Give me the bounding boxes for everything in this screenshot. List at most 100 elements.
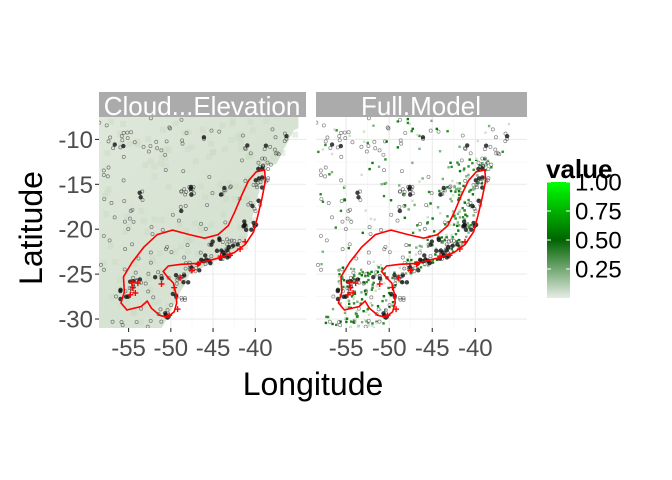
occurrence-point: [398, 189, 403, 194]
occurrence-point: [464, 143, 470, 148]
surface-cell: [362, 130, 366, 133]
surface-cell: [416, 224, 419, 227]
surface-cell: [353, 290, 357, 294]
x-tick-label: -40: [238, 335, 273, 362]
surface-cell: [394, 277, 397, 280]
occurrence-point: [111, 146, 116, 151]
surface-cell: [343, 198, 346, 201]
surface-cell: [324, 321, 328, 325]
legend-title: value: [546, 154, 613, 184]
surface-cell: [411, 199, 414, 203]
occurrence-point: [189, 192, 194, 197]
occurrence-point: [416, 268, 421, 273]
surface-cell: [130, 310, 137, 317]
occurrence-point: [489, 162, 494, 167]
surface-cell: [451, 210, 455, 213]
occurrence-point: [486, 176, 491, 181]
surface-cell: [414, 253, 418, 256]
surface-cell: [361, 271, 364, 274]
surface-cell: [483, 157, 486, 161]
occurrence-point: [105, 174, 110, 179]
legend-label: 1.00: [575, 170, 622, 197]
surface-cell: [245, 153, 252, 160]
surface-cell: [237, 132, 244, 139]
occurrence-point: [366, 144, 371, 148]
occurrence-point: [324, 238, 329, 243]
occurrence-point: [183, 203, 188, 208]
surface-cell: [409, 273, 413, 276]
occurrence-point: [343, 227, 348, 232]
surface-cell: [398, 266, 402, 270]
strip-label-full-model: Full.Model: [361, 91, 481, 121]
surface-cell: [321, 250, 324, 253]
surface-cell: [438, 229, 442, 232]
surface-cell: [157, 160, 164, 167]
surface-cell: [225, 180, 232, 187]
surface-cell: [451, 250, 455, 253]
surface-cell: [364, 310, 368, 314]
occurrence-point: [184, 130, 189, 135]
surface-cell: [354, 318, 357, 321]
highlight-point: [237, 245, 244, 252]
occurrence-point: [148, 144, 153, 148]
occurrence-point: [406, 185, 411, 189]
surface-cell: [118, 141, 125, 148]
surface-cell: [458, 216, 462, 219]
surface-cell: [471, 193, 475, 196]
highlight-point: [166, 312, 173, 319]
surface-cell: [372, 326, 376, 328]
occurrence-point: [129, 130, 133, 135]
surface-cell: [393, 271, 396, 274]
surface-cell: [418, 134, 421, 138]
surface-cell: [465, 214, 469, 218]
occurrence-point: [475, 185, 479, 190]
occurrence-point: [224, 247, 229, 252]
occurrence-point: [321, 123, 326, 128]
surface-cell: [391, 276, 394, 280]
surface-cell: [369, 217, 373, 221]
surface-cell: [338, 273, 341, 276]
surface-cell: [145, 275, 152, 282]
occurrence-point: [318, 233, 323, 238]
surface-cell: [426, 205, 430, 208]
occurrence-point: [227, 239, 232, 244]
occurrence-point: [276, 152, 281, 157]
surface-cell: [359, 302, 362, 305]
surface-cell: [381, 299, 384, 303]
surface-cell: [404, 272, 408, 275]
surface-cell: [461, 216, 465, 219]
occurrence-point: [401, 192, 406, 197]
surface-cell: [391, 300, 395, 304]
occurrence-point: [475, 180, 480, 185]
occurrence-point: [209, 128, 214, 133]
surface-cell: [412, 267, 416, 270]
occurrence-point: [466, 202, 471, 207]
surface-cell: [467, 231, 470, 234]
surface-cell: [438, 189, 441, 193]
surface-cell: [454, 190, 457, 193]
highlight-point: [217, 253, 224, 260]
occurrence-point: [473, 178, 479, 183]
occurrence-point: [429, 239, 435, 244]
occurrence-point: [359, 144, 364, 149]
highlight-point: [344, 291, 351, 298]
occurrence-point: [469, 227, 474, 232]
occurrence-point: [482, 147, 487, 152]
occurrence-point: [345, 216, 350, 221]
surface-cell: [352, 297, 355, 301]
occurrence-point: [337, 138, 342, 143]
occurrence-point: [377, 274, 382, 279]
occurrence-point: [385, 275, 389, 280]
surface-cell: [368, 167, 371, 171]
x-tick-label: -40: [458, 335, 493, 362]
surface-cell: [185, 237, 192, 244]
occurrence-point: [207, 174, 212, 179]
surface-cell: [449, 197, 452, 201]
highlight-point: [384, 312, 391, 319]
occurrence-point: [339, 154, 344, 159]
surface-cell: [125, 223, 132, 230]
occurrence-point: [476, 166, 481, 172]
y-axis: -10 -15 -20 -25 -30: [58, 127, 99, 334]
surface-cell: [373, 218, 376, 221]
surface-cell: [457, 187, 460, 190]
